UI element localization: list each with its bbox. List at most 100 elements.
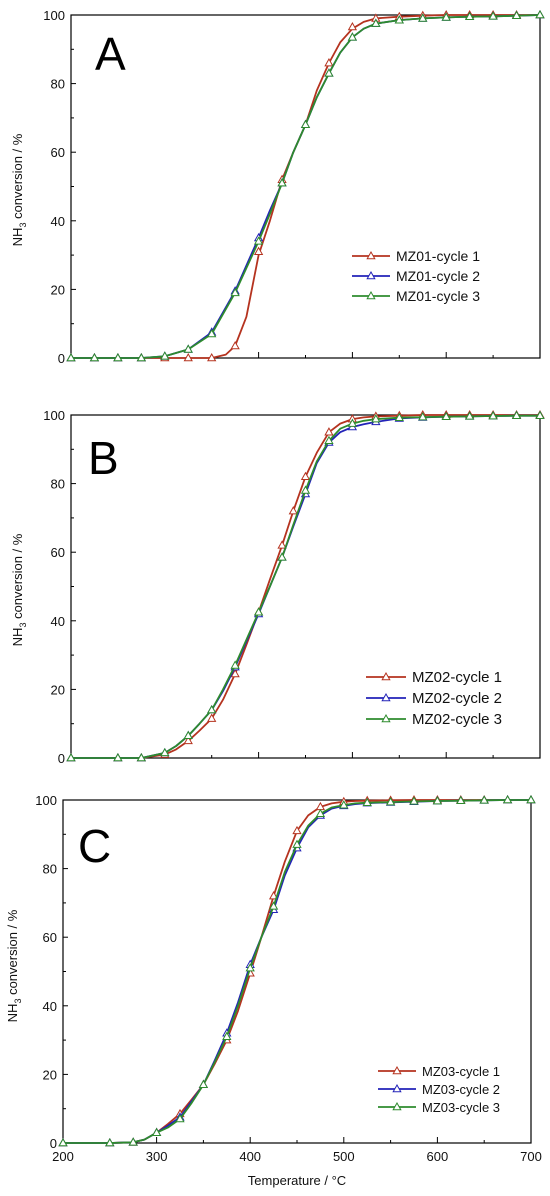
legend-label: MZ03-cycle 1 bbox=[422, 1064, 500, 1079]
data-point bbox=[464, 411, 475, 420]
data-point bbox=[160, 351, 170, 360]
legend: MZ02-cycle 1 MZ02-cycle 2 MZ02-cycle 3 bbox=[366, 669, 502, 728]
series-line bbox=[71, 14, 541, 359]
data-point bbox=[300, 471, 311, 481]
data-point bbox=[347, 32, 358, 41]
data-point bbox=[207, 328, 217, 338]
data-point bbox=[277, 540, 287, 549]
y-tick-label: 80 bbox=[43, 862, 57, 877]
data-point bbox=[488, 11, 498, 20]
data-point bbox=[479, 795, 489, 804]
y-axis-label: NH3 conversion / % bbox=[10, 533, 28, 646]
data-point bbox=[230, 660, 240, 669]
y-tick-label: 20 bbox=[43, 1067, 57, 1082]
series-3 bbox=[66, 9, 545, 362]
data-point bbox=[268, 901, 279, 910]
data-point bbox=[324, 435, 334, 445]
y-tick-label: 40 bbox=[51, 614, 65, 629]
data-point bbox=[253, 236, 264, 245]
data-point bbox=[66, 752, 76, 762]
y-tick-label: 0 bbox=[58, 751, 65, 766]
data-point bbox=[300, 485, 311, 494]
series-line bbox=[71, 414, 540, 759]
data-point bbox=[526, 794, 536, 804]
data-point bbox=[535, 410, 545, 419]
panel-label: A bbox=[95, 28, 126, 80]
data-point bbox=[207, 352, 217, 362]
x-axis-label: Temperature / °C bbox=[248, 1173, 346, 1188]
series-3 bbox=[66, 410, 545, 762]
data-point bbox=[347, 418, 358, 427]
data-point bbox=[268, 891, 279, 900]
data-point bbox=[277, 552, 287, 561]
data-point bbox=[183, 730, 193, 740]
legend-marker bbox=[381, 671, 391, 681]
data-point bbox=[339, 800, 349, 809]
data-point bbox=[113, 352, 123, 362]
data-point bbox=[385, 797, 396, 806]
y-tick-label: 100 bbox=[43, 8, 65, 23]
legend-label: MZ01-cycle 2 bbox=[396, 268, 480, 284]
data-point bbox=[432, 796, 443, 805]
data-point bbox=[183, 352, 193, 362]
panel-c: C NH3 conversion / % Temperature / °C 02… bbox=[5, 793, 542, 1188]
data-point bbox=[245, 963, 255, 972]
data-point bbox=[277, 178, 287, 187]
data-point bbox=[511, 10, 522, 19]
legend-label: MZ02-cycle 2 bbox=[412, 690, 502, 707]
x-tick-label: 300 bbox=[146, 1149, 168, 1164]
legend: MZ01-cycle 1 MZ01-cycle 2 MZ01-cycle 3 bbox=[352, 248, 480, 304]
data-point bbox=[128, 1137, 138, 1146]
data-point bbox=[105, 1137, 115, 1147]
data-point bbox=[207, 704, 217, 714]
data-point bbox=[58, 1137, 68, 1147]
panel-label: C bbox=[78, 820, 111, 872]
data-point bbox=[464, 11, 475, 21]
y-tick-label: 40 bbox=[51, 214, 65, 229]
data-point bbox=[371, 414, 381, 423]
legend-marker bbox=[392, 1101, 402, 1111]
legend-marker bbox=[392, 1083, 402, 1093]
data-point bbox=[183, 344, 193, 353]
y-tick-label: 60 bbox=[51, 545, 65, 560]
data-point bbox=[160, 747, 170, 757]
y-tick-label: 0 bbox=[50, 1136, 57, 1151]
data-point bbox=[324, 427, 334, 436]
data-point bbox=[207, 713, 217, 722]
panel-b: B NH3 conversion / % 0 20 40 60 80 100 MZ02-cy… bbox=[10, 408, 545, 766]
data-point bbox=[253, 607, 264, 616]
data-point bbox=[175, 1113, 185, 1123]
data-point bbox=[230, 668, 240, 678]
legend-label: MZ03-cycle 3 bbox=[422, 1100, 500, 1115]
data-point bbox=[230, 287, 240, 297]
legend-marker bbox=[366, 270, 376, 280]
y-tick-label: 20 bbox=[51, 682, 65, 697]
data-point bbox=[253, 246, 264, 255]
data-point bbox=[66, 352, 76, 362]
y-tick-label: 100 bbox=[43, 408, 65, 423]
legend: MZ03-cycle 1 MZ03-cycle 2 MZ03-cycle 3 bbox=[378, 1064, 500, 1115]
y-tick-label: 60 bbox=[51, 145, 65, 160]
y-tick-label: 60 bbox=[43, 930, 57, 945]
data-point bbox=[324, 57, 334, 67]
data-point bbox=[136, 752, 147, 762]
data-point bbox=[394, 15, 404, 24]
x-tick-label: 200 bbox=[52, 1149, 74, 1164]
data-point bbox=[151, 1127, 162, 1137]
data-point bbox=[292, 839, 302, 848]
legend-label: MZ03-cycle 2 bbox=[422, 1082, 500, 1097]
data-point bbox=[288, 506, 298, 515]
y-tick-label: 0 bbox=[58, 351, 65, 366]
x-tick-label: 500 bbox=[333, 1149, 355, 1164]
data-point bbox=[371, 18, 381, 27]
data-point bbox=[324, 68, 334, 77]
data-point bbox=[198, 1079, 209, 1088]
data-point bbox=[136, 352, 147, 362]
data-point bbox=[183, 735, 193, 745]
data-point bbox=[222, 1031, 232, 1040]
panel-a: A NH3 conversion / % 0 20 40 60 80 100 MZ01-cy… bbox=[10, 8, 545, 366]
data-point bbox=[502, 794, 513, 804]
legend-label: MZ02-cycle 3 bbox=[412, 711, 502, 728]
legend-marker bbox=[366, 250, 376, 260]
